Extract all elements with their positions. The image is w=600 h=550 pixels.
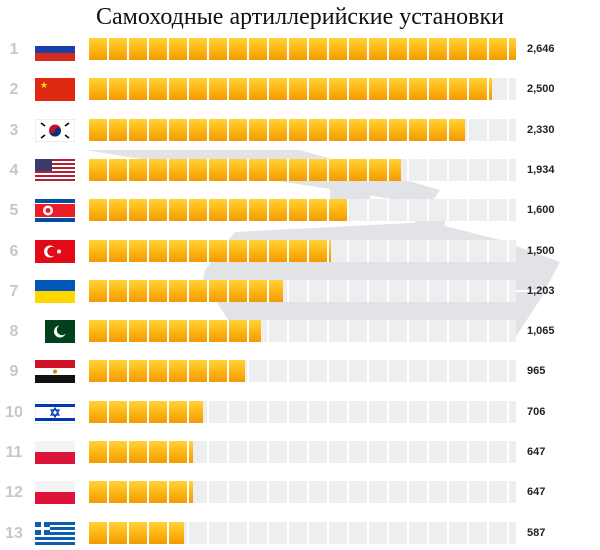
flag-ukraine-icon: [35, 280, 75, 303]
bar: [89, 360, 245, 382]
value-label: 647: [527, 446, 546, 458]
rank-number: 3: [9, 122, 19, 139]
flag-pakistan-icon: [35, 320, 75, 343]
flag-south-korea-icon: [34, 118, 76, 143]
value-label: 2,500: [527, 83, 555, 95]
bar: [89, 522, 184, 544]
value-label: 1,065: [527, 325, 555, 337]
flag-russia-icon: [35, 38, 75, 61]
value-label: 2,646: [527, 43, 555, 55]
rank-number: 6: [9, 243, 19, 260]
bar-track: [89, 401, 516, 423]
value-label: 1,600: [527, 204, 555, 216]
value-label: 1,203: [527, 285, 555, 297]
bar-track: [89, 119, 516, 141]
bar-track: [89, 360, 516, 382]
bar-track: [89, 240, 516, 262]
bar: [89, 441, 193, 463]
chart-title: Самоходные артиллерийские установки: [95, 4, 504, 30]
bar-track: [89, 38, 516, 60]
flag-turkey-icon: [35, 240, 75, 263]
bar: [89, 119, 465, 141]
rank-number: 11: [5, 444, 23, 461]
flag-poland-icon: [35, 481, 75, 504]
value-label: 2,330: [527, 124, 555, 136]
bar: [89, 78, 492, 100]
bar-track: [89, 78, 516, 100]
flag-north-korea-icon: [35, 199, 75, 222]
rank-number: 9: [9, 363, 19, 380]
value-label: 1,934: [527, 164, 555, 176]
bar-track: [89, 481, 516, 503]
bar: [89, 199, 347, 221]
bar-track: [89, 522, 516, 544]
bar: [89, 401, 203, 423]
flag-poland-icon: [35, 441, 75, 464]
bar: [89, 240, 331, 262]
flag-china-icon: ★: [35, 78, 75, 101]
bar-track: [89, 441, 516, 463]
rank-number: 12: [5, 484, 23, 501]
rank-number: 5: [9, 202, 19, 219]
flag-israel-icon: [34, 400, 76, 425]
svg-text:★: ★: [40, 81, 48, 91]
bar-track: [89, 159, 516, 181]
bar: [89, 159, 401, 181]
value-label: 1,500: [527, 245, 555, 257]
value-label: 647: [527, 486, 546, 498]
flag-egypt-icon: [35, 360, 75, 383]
rank-number: 8: [9, 323, 19, 340]
rank-number: 4: [9, 162, 19, 179]
bar: [89, 320, 261, 342]
flag-usa-icon: [35, 159, 75, 182]
bar: [89, 481, 193, 503]
rank-number: 10: [5, 404, 23, 421]
value-label: 965: [527, 365, 546, 377]
bar: [89, 38, 516, 60]
value-label: 587: [527, 527, 546, 539]
rank-number: 13: [5, 525, 23, 542]
rank-number: 2: [9, 81, 19, 98]
flag-greece-icon: [35, 522, 75, 545]
rank-number: 7: [9, 283, 19, 300]
bar-track: [89, 199, 516, 221]
bar-track: [89, 320, 516, 342]
bar-track: [89, 280, 516, 302]
value-label: 706: [527, 406, 546, 418]
rank-number: 1: [9, 41, 19, 58]
bar: [89, 280, 283, 302]
